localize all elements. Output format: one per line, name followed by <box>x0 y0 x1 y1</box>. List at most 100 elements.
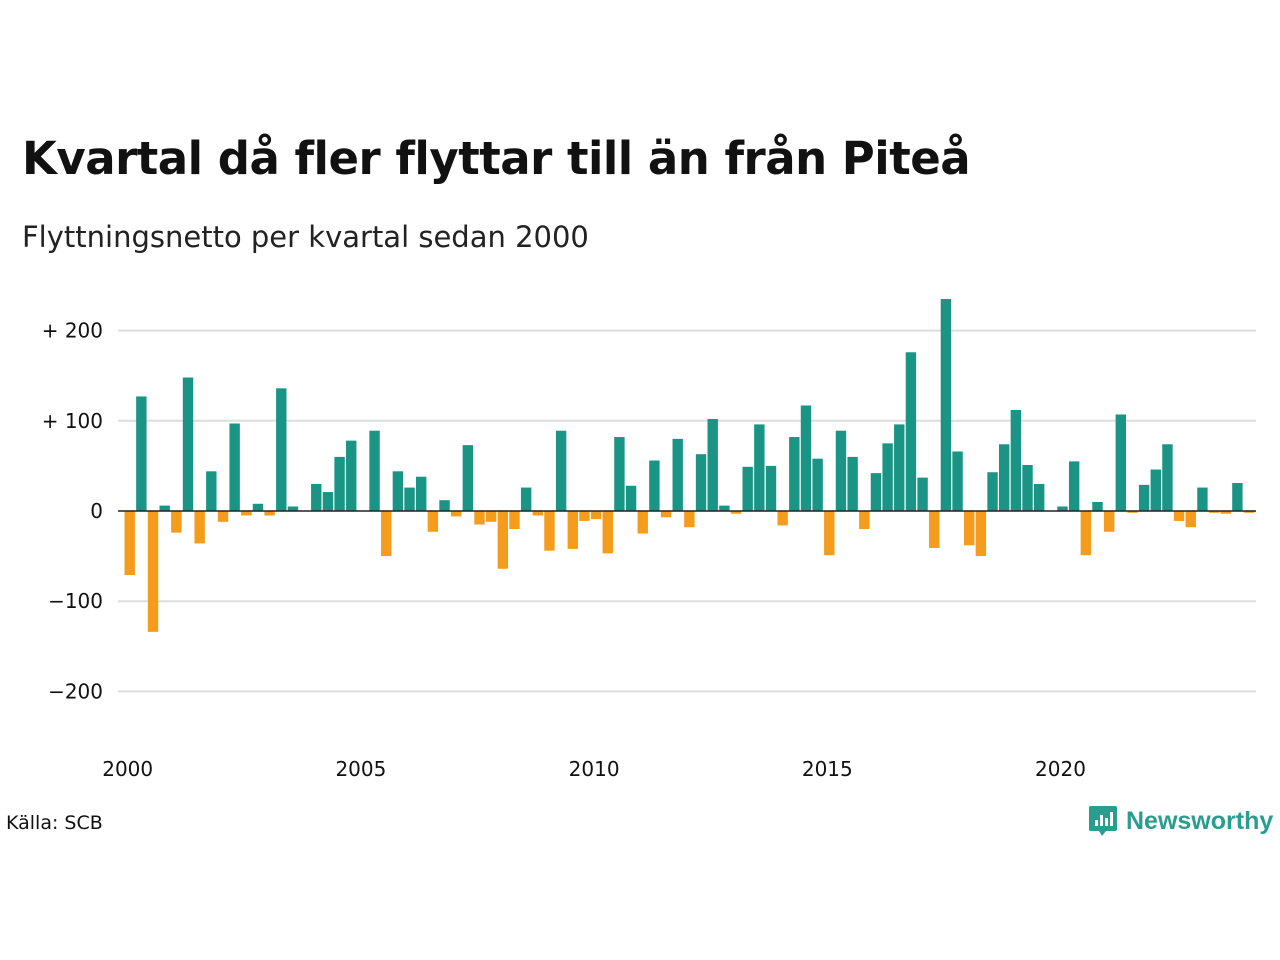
bar <box>311 483 322 511</box>
y-axis-labels: + 200 + 100 0 −100 −200 <box>42 319 103 704</box>
bar <box>730 511 742 514</box>
bar <box>1220 511 1231 514</box>
bar <box>194 511 205 544</box>
chart-subtitle: Flyttningsnetto per kvartal sedan 2000 <box>22 220 589 254</box>
bar <box>1115 414 1126 511</box>
bar <box>322 492 334 511</box>
bar <box>1150 469 1161 511</box>
bar <box>1173 511 1185 521</box>
bar <box>602 511 613 554</box>
bar <box>789 437 800 511</box>
bar <box>381 511 392 557</box>
bar <box>136 396 147 511</box>
x-tick-label: 2005 <box>335 757 386 781</box>
bar <box>450 511 462 517</box>
bar <box>625 485 637 511</box>
bar <box>590 511 602 520</box>
bar <box>276 388 287 511</box>
grid-lines <box>118 329 1256 693</box>
bar <box>252 503 264 511</box>
chart-title: Kvartal då fler flyttar till än från Pit… <box>22 132 971 185</box>
newsworthy-logo-icon <box>1089 806 1117 836</box>
bar <box>777 511 788 526</box>
bar <box>975 511 987 557</box>
bar <box>509 511 520 530</box>
bar <box>497 511 509 569</box>
bar <box>684 511 695 528</box>
bar <box>1127 511 1138 513</box>
bar <box>964 511 975 546</box>
bar <box>917 477 928 511</box>
bar <box>171 511 182 533</box>
y-tick-label: 0 <box>90 499 103 523</box>
x-tick-label: 2015 <box>802 757 853 781</box>
bar <box>672 438 683 511</box>
bar <box>1010 409 1022 511</box>
bar <box>369 430 380 511</box>
bar <box>1232 483 1243 511</box>
y-tick-label: −100 <box>48 589 103 613</box>
bar <box>824 511 835 556</box>
bar <box>719 505 730 511</box>
bar <box>847 456 858 511</box>
bar <box>474 511 485 525</box>
bar <box>1068 461 1080 511</box>
bar <box>182 377 194 511</box>
bar <box>1162 444 1173 511</box>
bar <box>439 500 450 511</box>
bar <box>765 465 777 511</box>
bar <box>742 466 753 511</box>
bar-chart: + 200 + 100 0 −100 −200 2000 2005 2010 2015 2020 <box>42 299 1256 781</box>
x-tick-label: 2000 <box>102 757 153 781</box>
bar <box>124 511 135 576</box>
bar <box>1138 484 1150 511</box>
bar <box>1197 487 1208 511</box>
y-tick-label: + 100 <box>42 409 103 433</box>
bar <box>532 511 543 516</box>
bar <box>241 511 252 516</box>
brand-logo: Newsworthy <box>1088 804 1273 838</box>
bar <box>147 511 159 632</box>
bar <box>1243 511 1255 513</box>
bar <box>929 511 940 548</box>
bar <box>835 430 847 511</box>
bar <box>1057 506 1068 511</box>
bar <box>520 487 532 511</box>
bar <box>334 456 345 511</box>
bar <box>404 487 415 511</box>
bar <box>1092 501 1103 511</box>
bar <box>1103 511 1115 532</box>
bar <box>614 437 625 511</box>
bar <box>905 352 917 511</box>
bar <box>707 419 718 511</box>
bar <box>229 423 240 511</box>
bar <box>999 444 1010 511</box>
x-axis-labels: 2000 2005 2010 2015 2020 <box>102 757 1086 781</box>
bar <box>1033 483 1045 511</box>
bars <box>124 299 1255 632</box>
bar <box>695 454 707 511</box>
bar <box>637 511 648 534</box>
y-tick-label: −200 <box>48 679 103 703</box>
bar <box>1208 511 1220 513</box>
bar <box>346 440 357 511</box>
bar <box>555 430 567 511</box>
bar <box>206 471 217 511</box>
bar <box>217 511 229 522</box>
bar <box>416 476 427 511</box>
bar <box>392 471 404 511</box>
x-tick-label: 2020 <box>1035 757 1086 781</box>
bar <box>952 451 963 511</box>
bar <box>649 460 660 511</box>
bar <box>485 511 497 522</box>
bar <box>800 405 812 511</box>
bar <box>660 511 672 518</box>
bar <box>894 424 905 511</box>
bar <box>1022 465 1033 511</box>
bar <box>287 506 299 511</box>
bar <box>812 458 823 511</box>
bar <box>1185 511 1196 528</box>
source-note: Källa: SCB <box>6 812 103 834</box>
bar <box>754 424 765 511</box>
bar <box>159 505 170 511</box>
